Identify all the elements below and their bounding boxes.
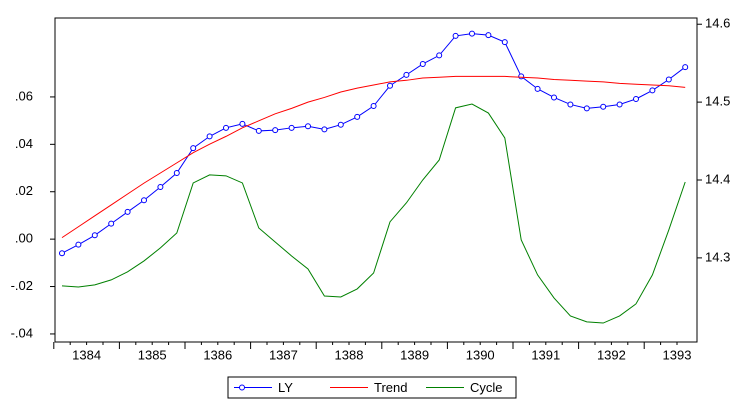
series-line — [61, 103, 686, 324]
legend-marker — [239, 384, 245, 391]
point — [370, 103, 377, 110]
x-tick-label: 1386 — [203, 347, 232, 362]
point — [501, 39, 508, 46]
point — [173, 169, 180, 176]
x-tick-label: 1392 — [597, 347, 626, 362]
point — [649, 87, 656, 94]
legend-label: Trend — [374, 380, 407, 395]
point — [600, 103, 607, 110]
point — [321, 126, 328, 133]
legend-box — [227, 376, 517, 399]
point — [288, 124, 295, 131]
point — [665, 76, 672, 83]
point — [403, 71, 410, 78]
x-tick-label: 1384 — [72, 347, 101, 362]
series-line — [61, 75, 686, 239]
x-tick-label: 1385 — [138, 347, 167, 362]
point — [337, 121, 344, 128]
y-tick-label: .06 — [15, 88, 33, 103]
y-tick-label: -.02 — [11, 278, 33, 293]
x-tick-label: 1387 — [269, 347, 298, 362]
y-tick-label: .00 — [15, 231, 33, 246]
point — [682, 64, 689, 71]
point — [616, 101, 623, 108]
point — [255, 127, 262, 134]
point — [239, 120, 246, 127]
point — [452, 32, 459, 39]
x-tick-label: 1388 — [335, 347, 364, 362]
y-tick-label: -.04 — [11, 325, 33, 340]
point — [551, 94, 557, 101]
x-tick-label: 1393 — [663, 347, 692, 362]
point — [534, 85, 541, 92]
point — [518, 73, 525, 80]
series-line — [61, 33, 686, 254]
point — [305, 123, 311, 130]
x-tick-label: 1389 — [400, 347, 429, 362]
point — [91, 232, 98, 239]
y2-tick-label: 14.5 — [705, 94, 730, 109]
point — [206, 133, 213, 140]
point — [141, 197, 147, 204]
plot-frame — [54, 17, 698, 343]
point — [436, 52, 443, 59]
point — [124, 208, 131, 215]
legend-label: Cycle — [470, 380, 503, 395]
point — [223, 124, 229, 131]
point — [272, 127, 279, 134]
point — [354, 113, 361, 120]
x-tick-label: 1390 — [466, 347, 495, 362]
y2-tick-label: 14.4 — [705, 171, 730, 186]
point — [583, 105, 590, 112]
point — [485, 32, 492, 39]
point — [633, 96, 639, 102]
x-tick-label: 1391 — [531, 347, 560, 362]
point — [108, 220, 115, 227]
legend-label: LY — [278, 380, 293, 395]
point — [469, 30, 475, 37]
y-tick-label: .04 — [15, 136, 33, 151]
point — [567, 101, 574, 108]
y2-tick-label: 14.6 — [705, 16, 730, 31]
point — [75, 241, 82, 248]
point — [387, 82, 393, 89]
y2-tick-label: 14.3 — [705, 249, 730, 264]
point — [157, 184, 164, 191]
point — [419, 60, 426, 67]
y-tick-label: .02 — [15, 183, 33, 198]
point — [190, 145, 197, 152]
point — [59, 250, 65, 257]
